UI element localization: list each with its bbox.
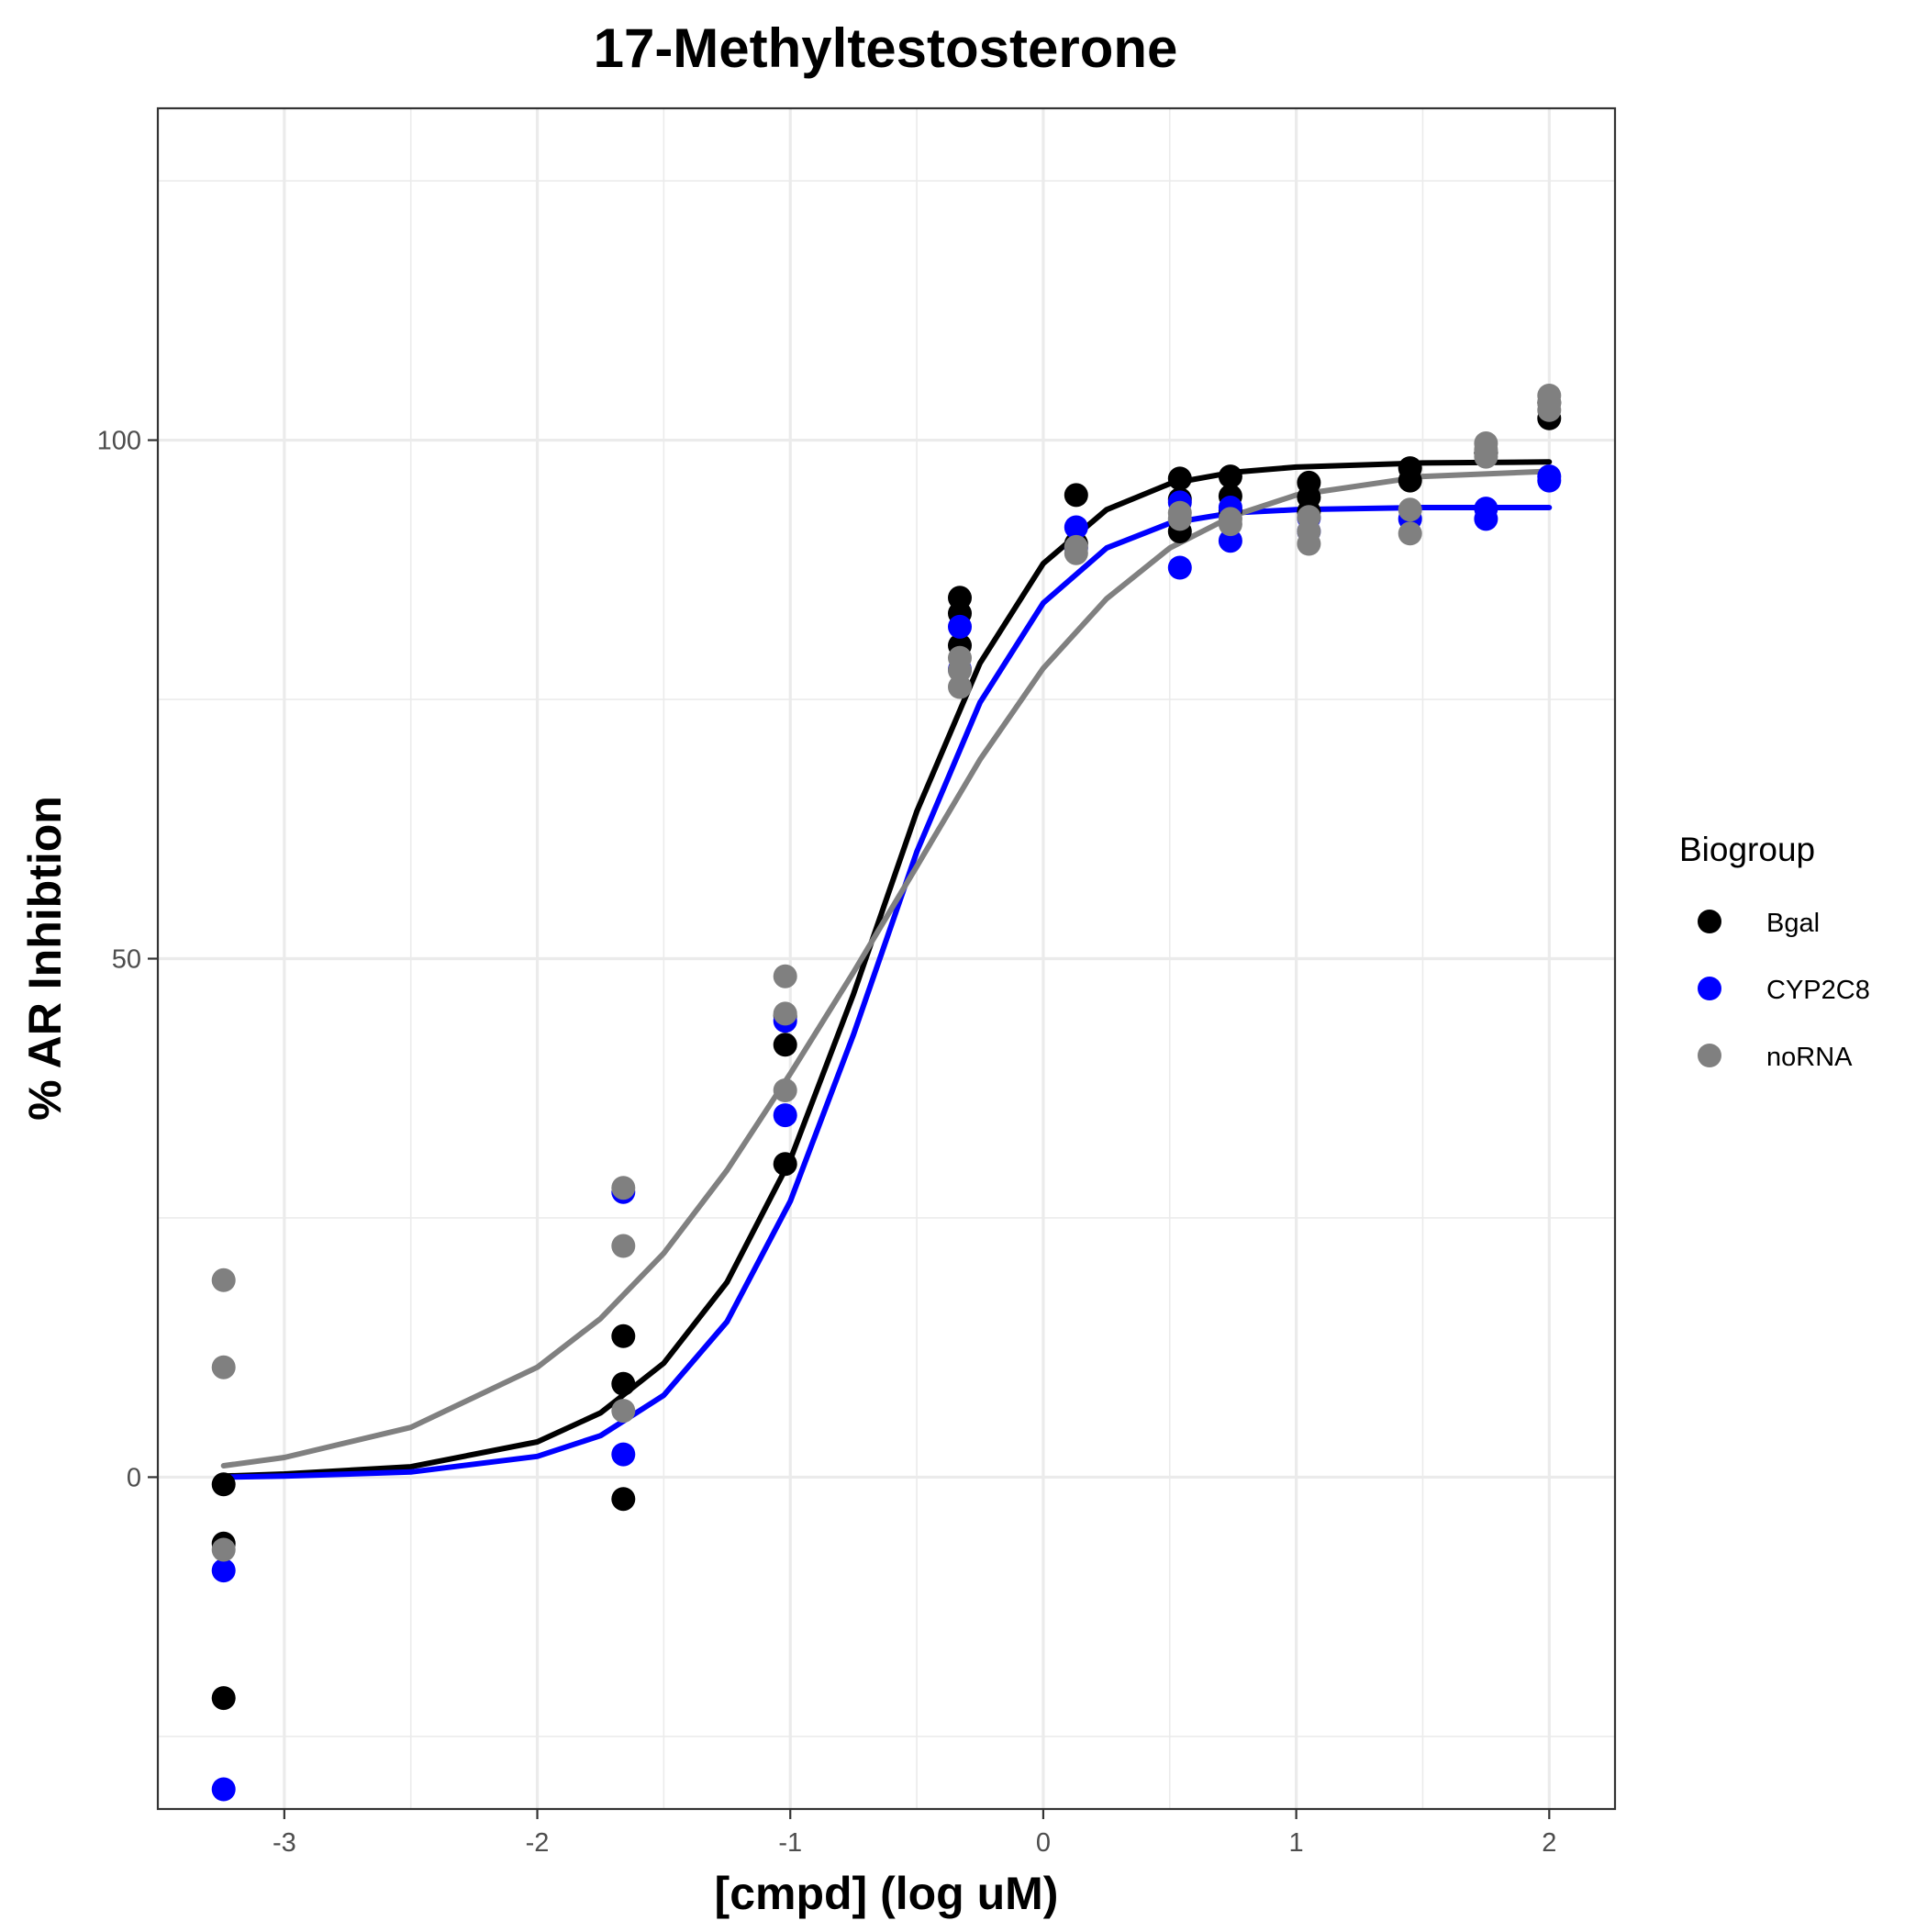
point-norna <box>773 1078 797 1102</box>
point-norna <box>948 658 972 683</box>
point-bgal <box>211 1472 236 1497</box>
point-norna <box>1537 397 1562 422</box>
point-norna <box>211 1537 236 1562</box>
legend-label-bgal: Bgal <box>1766 909 1820 938</box>
point-norna <box>1398 521 1422 546</box>
legend-label-cyp2c8: CYP2C8 <box>1766 976 1870 1005</box>
fit-curve-bgal <box>220 459 1553 1480</box>
y-tick-label: 50 <box>112 945 141 975</box>
x-tick-label: -3 <box>273 1828 296 1858</box>
x-tick-label: 0 <box>1036 1828 1051 1858</box>
point-norna <box>1474 444 1498 469</box>
y-axis-title: % AR Inhibtion <box>19 796 71 1121</box>
legend: Biogroup Bgal CYP2C8 noRNA <box>1679 831 1870 1072</box>
chart-title: 17-Methyltestosterone <box>594 17 1178 79</box>
point-norna <box>1167 507 1192 531</box>
point-norna <box>611 1399 636 1424</box>
point-bgal <box>611 1323 636 1348</box>
point-cyp2c8 <box>1537 464 1562 489</box>
point-norna <box>773 964 797 988</box>
point-cyp2c8 <box>773 1103 797 1128</box>
point-bgal <box>611 1371 636 1396</box>
y-tick-label: 100 <box>97 427 141 456</box>
y-tick-label: 0 <box>127 1463 141 1492</box>
point-norna <box>1398 497 1422 522</box>
legend-key-norna <box>1698 1044 1721 1067</box>
legend-label-norna: noRNA <box>1766 1043 1853 1072</box>
x-tick-label: -1 <box>778 1828 802 1858</box>
point-bgal <box>1218 464 1242 489</box>
point-bgal <box>773 1033 797 1057</box>
point-bgal <box>1398 468 1422 493</box>
x-tick-label: -2 <box>526 1828 550 1858</box>
point-cyp2c8 <box>948 614 972 639</box>
fit-curve-norna <box>220 468 1553 1469</box>
point-cyp2c8 <box>1474 507 1498 531</box>
point-bgal <box>211 1686 236 1711</box>
point-cyp2c8 <box>211 1558 236 1583</box>
point-norna <box>773 1001 797 1026</box>
point-cyp2c8 <box>211 1777 236 1802</box>
legend-items: Bgal CYP2C8 noRNA <box>1698 909 1870 1072</box>
point-norna <box>611 1234 636 1258</box>
legend-title: Biogroup <box>1679 831 1815 868</box>
point-bgal <box>773 1152 797 1177</box>
legend-key-cyp2c8 <box>1698 977 1721 1000</box>
major-gridlines <box>158 108 1615 1809</box>
point-cyp2c8 <box>1167 555 1192 580</box>
fit-curves <box>220 459 1553 1480</box>
point-bgal <box>1064 483 1088 508</box>
point-cyp2c8 <box>1064 515 1088 540</box>
legend-key-bgal <box>1698 910 1721 933</box>
point-norna <box>611 1176 636 1201</box>
point-cyp2c8 <box>1218 529 1242 553</box>
point-norna <box>211 1355 236 1379</box>
point-norna <box>1297 531 1321 556</box>
point-bgal <box>611 1487 636 1512</box>
y-axis: 0 50 100 <box>97 427 158 1492</box>
x-axis-title: [cmpd] (log uM) <box>715 1868 1059 1919</box>
point-cyp2c8 <box>611 1442 636 1467</box>
point-bgal <box>1167 466 1192 491</box>
data-points <box>211 384 1562 1802</box>
point-norna <box>211 1268 236 1292</box>
x-tick-label: 1 <box>1289 1828 1304 1858</box>
x-axis: -3 -2 -1 0 1 2 <box>273 1809 1556 1858</box>
x-tick-label: 2 <box>1542 1828 1556 1858</box>
point-norna <box>948 675 972 699</box>
point-norna <box>1064 541 1088 565</box>
point-norna <box>1218 512 1242 537</box>
